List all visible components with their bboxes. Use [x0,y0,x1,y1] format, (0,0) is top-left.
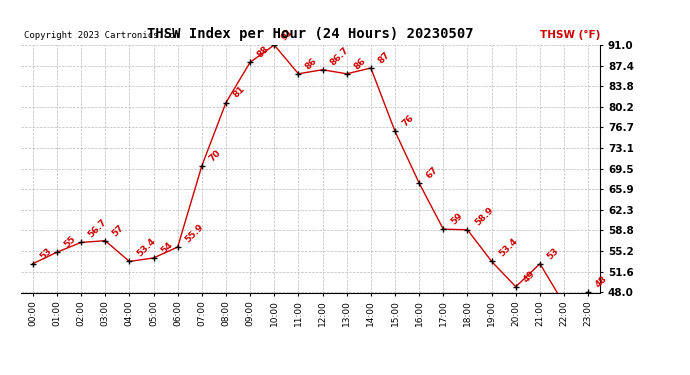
Text: THSW (°F): THSW (°F) [540,30,600,40]
Text: Copyright 2023 Cartronics.com: Copyright 2023 Cartronics.com [23,31,179,40]
Text: 49: 49 [522,268,537,284]
Text: 53.4: 53.4 [135,237,157,259]
Text: 55: 55 [63,234,78,249]
Text: 86.7: 86.7 [328,45,351,67]
Text: 53: 53 [39,246,54,261]
Text: 57: 57 [111,223,126,238]
Text: 86: 86 [353,56,368,71]
Text: 48: 48 [594,274,609,290]
Text: 53.4: 53.4 [497,237,520,259]
Text: 46: 46 [0,374,1,375]
Text: 56.7: 56.7 [87,217,109,240]
Text: 81: 81 [232,85,247,100]
Title: THSW Index per Hour (24 Hours) 20230507: THSW Index per Hour (24 Hours) 20230507 [147,27,474,41]
Text: 59: 59 [449,211,464,226]
Text: 88: 88 [256,44,271,60]
Text: 76: 76 [401,113,416,129]
Text: 87: 87 [377,50,392,65]
Text: 54: 54 [159,240,175,255]
Text: 58.9: 58.9 [473,205,495,227]
Text: 70: 70 [208,148,223,163]
Text: 55.9: 55.9 [184,222,206,244]
Text: 67: 67 [425,165,440,180]
Text: 53: 53 [546,246,561,261]
Text: 91: 91 [280,27,295,42]
Text: 86: 86 [304,56,319,71]
